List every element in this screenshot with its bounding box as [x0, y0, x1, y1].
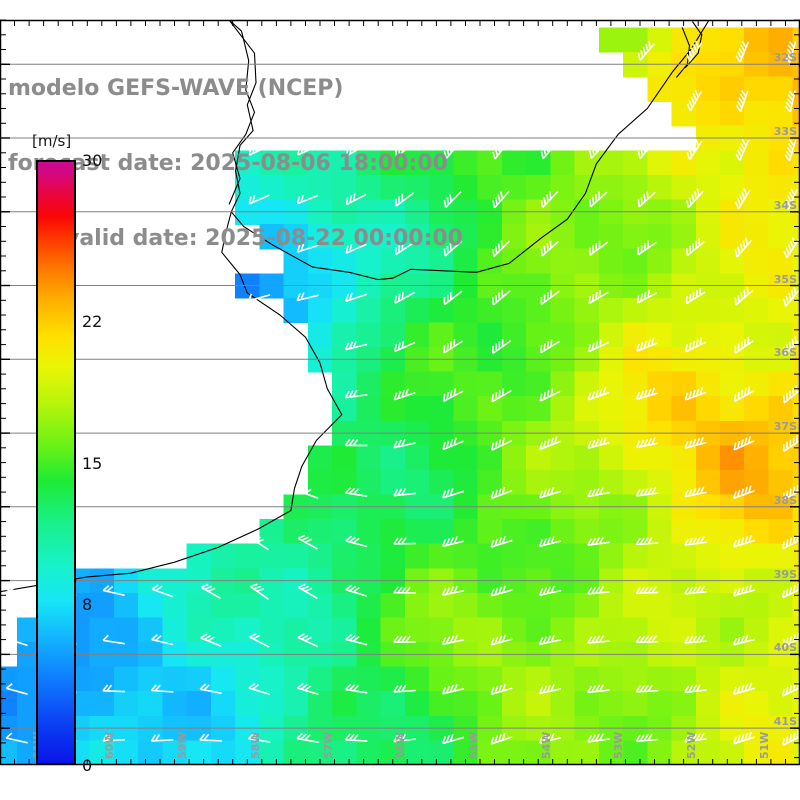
- lon-label-59W: 59W: [176, 731, 190, 759]
- colorbar-tick-22: 22: [82, 312, 103, 332]
- lon-label-52W: 52W: [685, 731, 699, 759]
- colorbar-tick-15: 15: [82, 453, 103, 473]
- model-title: modelo GEFS-WAVE (NCEP): [8, 76, 344, 101]
- lat-label-39S: 39S: [773, 567, 797, 581]
- map-plot-area: [0, 20, 800, 765]
- lat-label-36S: 36S: [773, 346, 797, 360]
- lon-label-56W: 56W: [394, 731, 408, 759]
- lat-label-40S: 40S: [773, 641, 797, 655]
- lon-label-51W: 51W: [757, 731, 771, 759]
- map-title-block: modelo GEFS-WAVE (NCEP) forecast date: 2…: [0, 26, 520, 301]
- lon-label-58W: 58W: [248, 731, 262, 759]
- lon-label-53W: 53W: [612, 731, 626, 759]
- lat-label-41S: 41S: [773, 715, 797, 729]
- colorbar-units-label: [m/s]: [32, 132, 72, 150]
- wind-barb-layer: [5, 40, 800, 747]
- lat-label-38S: 38S: [773, 493, 797, 507]
- lat-label-33S: 33S: [773, 125, 797, 139]
- graticule-grid: [0, 63, 800, 729]
- lon-label-55W: 55W: [467, 731, 480, 759]
- colorbar-tick-8: 8: [82, 594, 93, 614]
- lat-label-35S: 35S: [773, 272, 797, 286]
- colorbar-tick-30: 30: [82, 151, 103, 170]
- lat-label-34S: 34S: [773, 198, 797, 212]
- colorbar-gradient: [36, 160, 76, 765]
- lon-label-57W: 57W: [321, 731, 335, 759]
- lon-label-54W: 54W: [539, 731, 553, 759]
- colorbar-tick-0: 0: [82, 756, 93, 775]
- valid-date-label: valid date: 2025-08-22 00:00:00: [65, 226, 463, 251]
- lat-label-32S: 32S: [773, 51, 797, 65]
- lat-label-37S: 37S: [773, 420, 797, 434]
- forecast-date-label: forecast date: 2025-08-06 18:00:00: [8, 151, 448, 176]
- lon-label-60W: 60W: [103, 731, 117, 759]
